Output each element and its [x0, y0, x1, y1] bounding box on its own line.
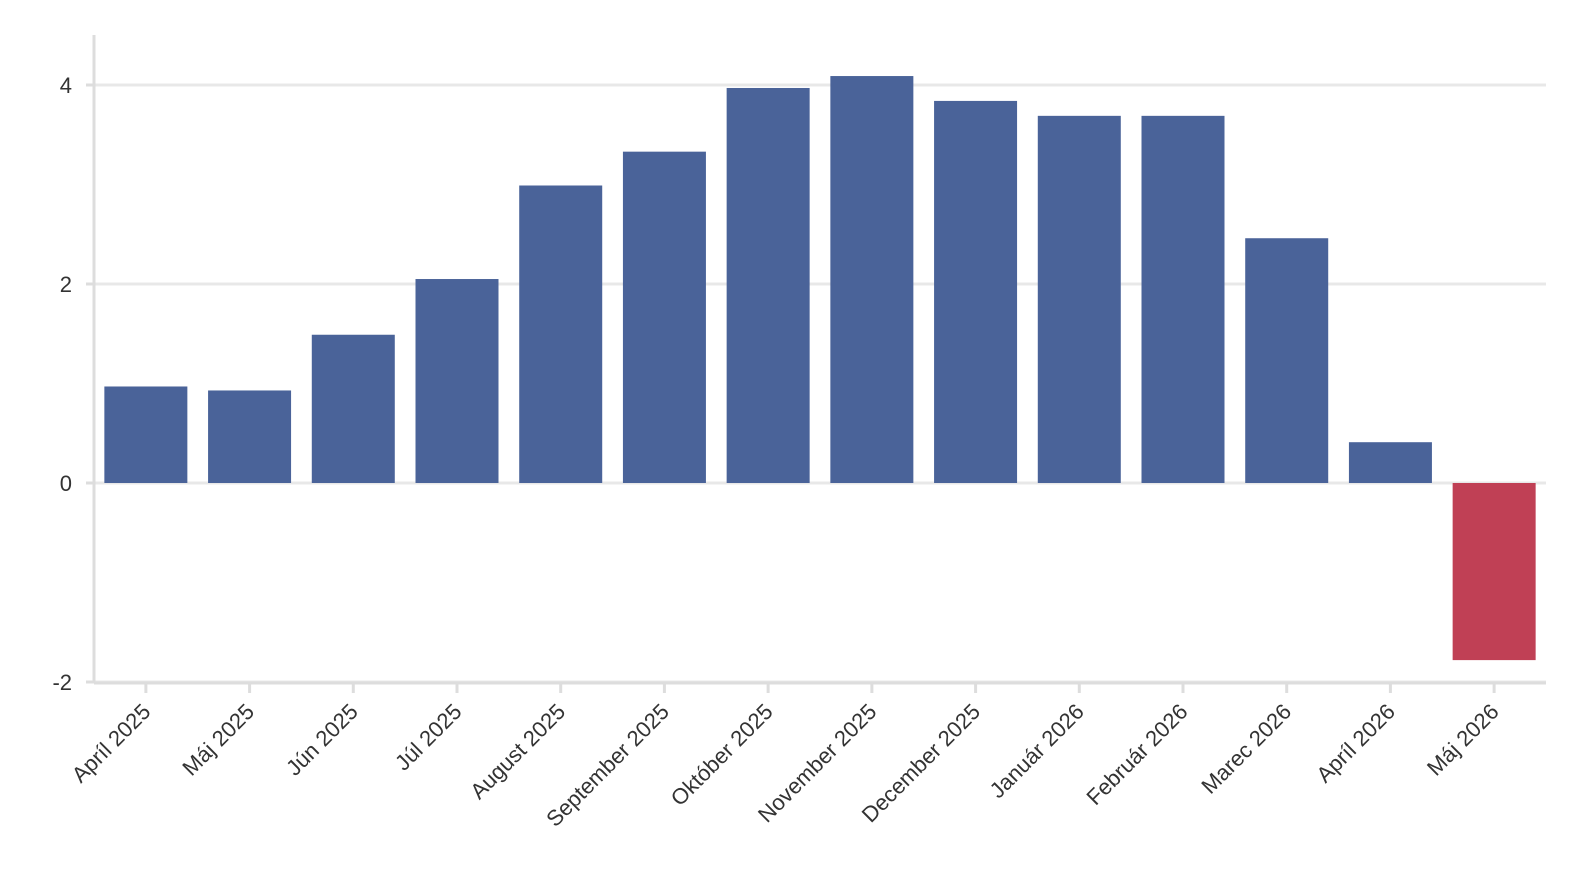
- bar: [622, 151, 706, 484]
- x-tick-label: Apríl 2026: [1311, 699, 1400, 788]
- bar: [104, 386, 188, 483]
- bar: [311, 334, 395, 483]
- x-tick-label: Marec 2026: [1196, 699, 1296, 799]
- bars-layer: [104, 76, 1536, 661]
- bar: [519, 185, 603, 483]
- y-tick-label: 2: [60, 272, 72, 297]
- x-tick-label: Máj 2025: [177, 699, 259, 781]
- y-tick-labels: -2 0 2 4: [52, 73, 72, 695]
- bar: [1452, 483, 1536, 661]
- bar: [726, 87, 810, 484]
- x-tick-label: Júl 2025: [390, 699, 467, 776]
- y-tick-label: 4: [60, 73, 72, 98]
- x-tick-labels: Apríl 2025 Máj 2025 Jún 2025 Júl 2025August…: [67, 699, 1504, 832]
- x-tick-label: August 2025: [465, 699, 570, 804]
- axis-layer: [86, 35, 1546, 693]
- bar: [1245, 238, 1329, 483]
- x-tick-label: Máj 2026: [1422, 699, 1504, 781]
- x-tick-label: Október 2025: [666, 699, 778, 811]
- bar: [415, 279, 499, 483]
- bar: [1141, 115, 1225, 483]
- bar: [1348, 442, 1432, 483]
- bar: [830, 76, 914, 484]
- bar: [934, 100, 1018, 484]
- x-tick-label: Apríl 2025: [67, 699, 156, 788]
- x-tick-label: Jún 2025: [281, 699, 363, 781]
- bar: [1037, 115, 1121, 483]
- x-tick-label: Január 2026: [985, 699, 1089, 803]
- x-tick-label: Február 2026: [1081, 699, 1192, 810]
- bar: [208, 390, 292, 483]
- y-tick-label: 0: [60, 471, 72, 496]
- y-tick-label: -2: [52, 670, 72, 695]
